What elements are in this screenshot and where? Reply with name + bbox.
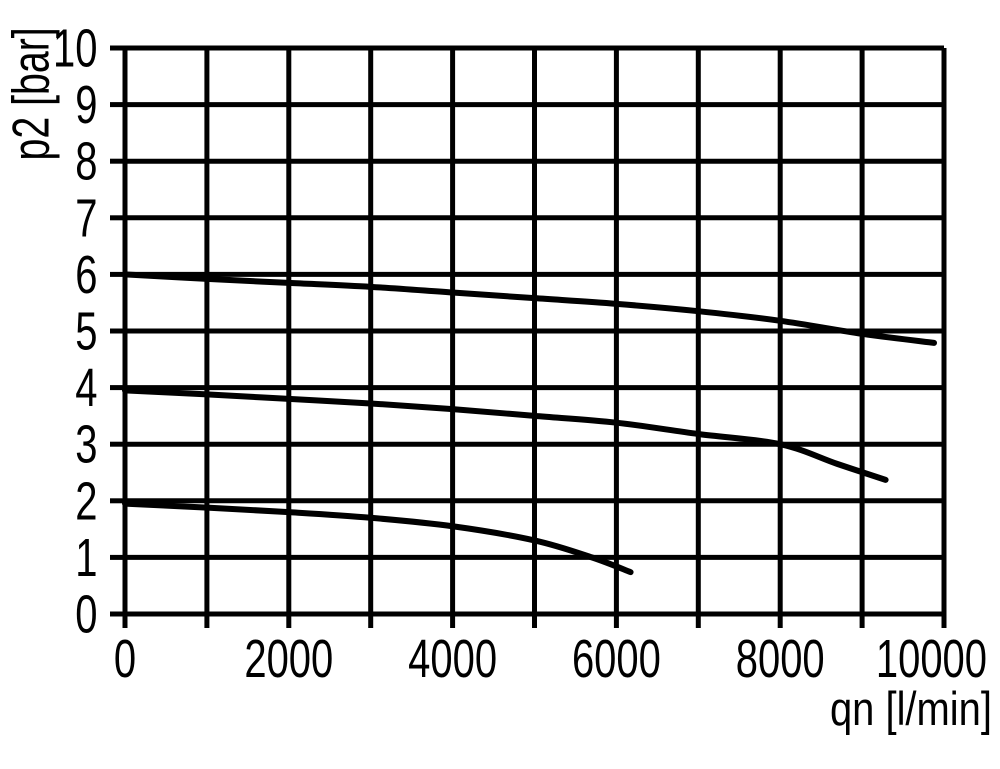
- svg-text:0: 0: [114, 629, 136, 689]
- svg-text:2000: 2000: [244, 629, 333, 689]
- svg-text:6: 6: [75, 245, 97, 305]
- svg-text:0: 0: [75, 585, 97, 645]
- svg-text:10000: 10000: [876, 629, 987, 689]
- svg-text:4000: 4000: [408, 629, 497, 689]
- svg-text:8000: 8000: [736, 629, 825, 689]
- svg-text:2: 2: [75, 472, 97, 532]
- svg-text:5: 5: [75, 302, 97, 362]
- svg-text:3: 3: [75, 415, 97, 475]
- svg-text:1: 1: [75, 528, 97, 588]
- svg-text:9: 9: [75, 75, 97, 135]
- svg-text:7: 7: [75, 189, 97, 249]
- svg-text:qn [l/min]: qn [l/min]: [830, 684, 992, 736]
- svg-text:p2 [bar]: p2 [bar]: [1, 27, 60, 160]
- svg-text:8: 8: [75, 132, 97, 192]
- svg-text:6000: 6000: [572, 629, 661, 689]
- svg-text:4: 4: [75, 358, 97, 418]
